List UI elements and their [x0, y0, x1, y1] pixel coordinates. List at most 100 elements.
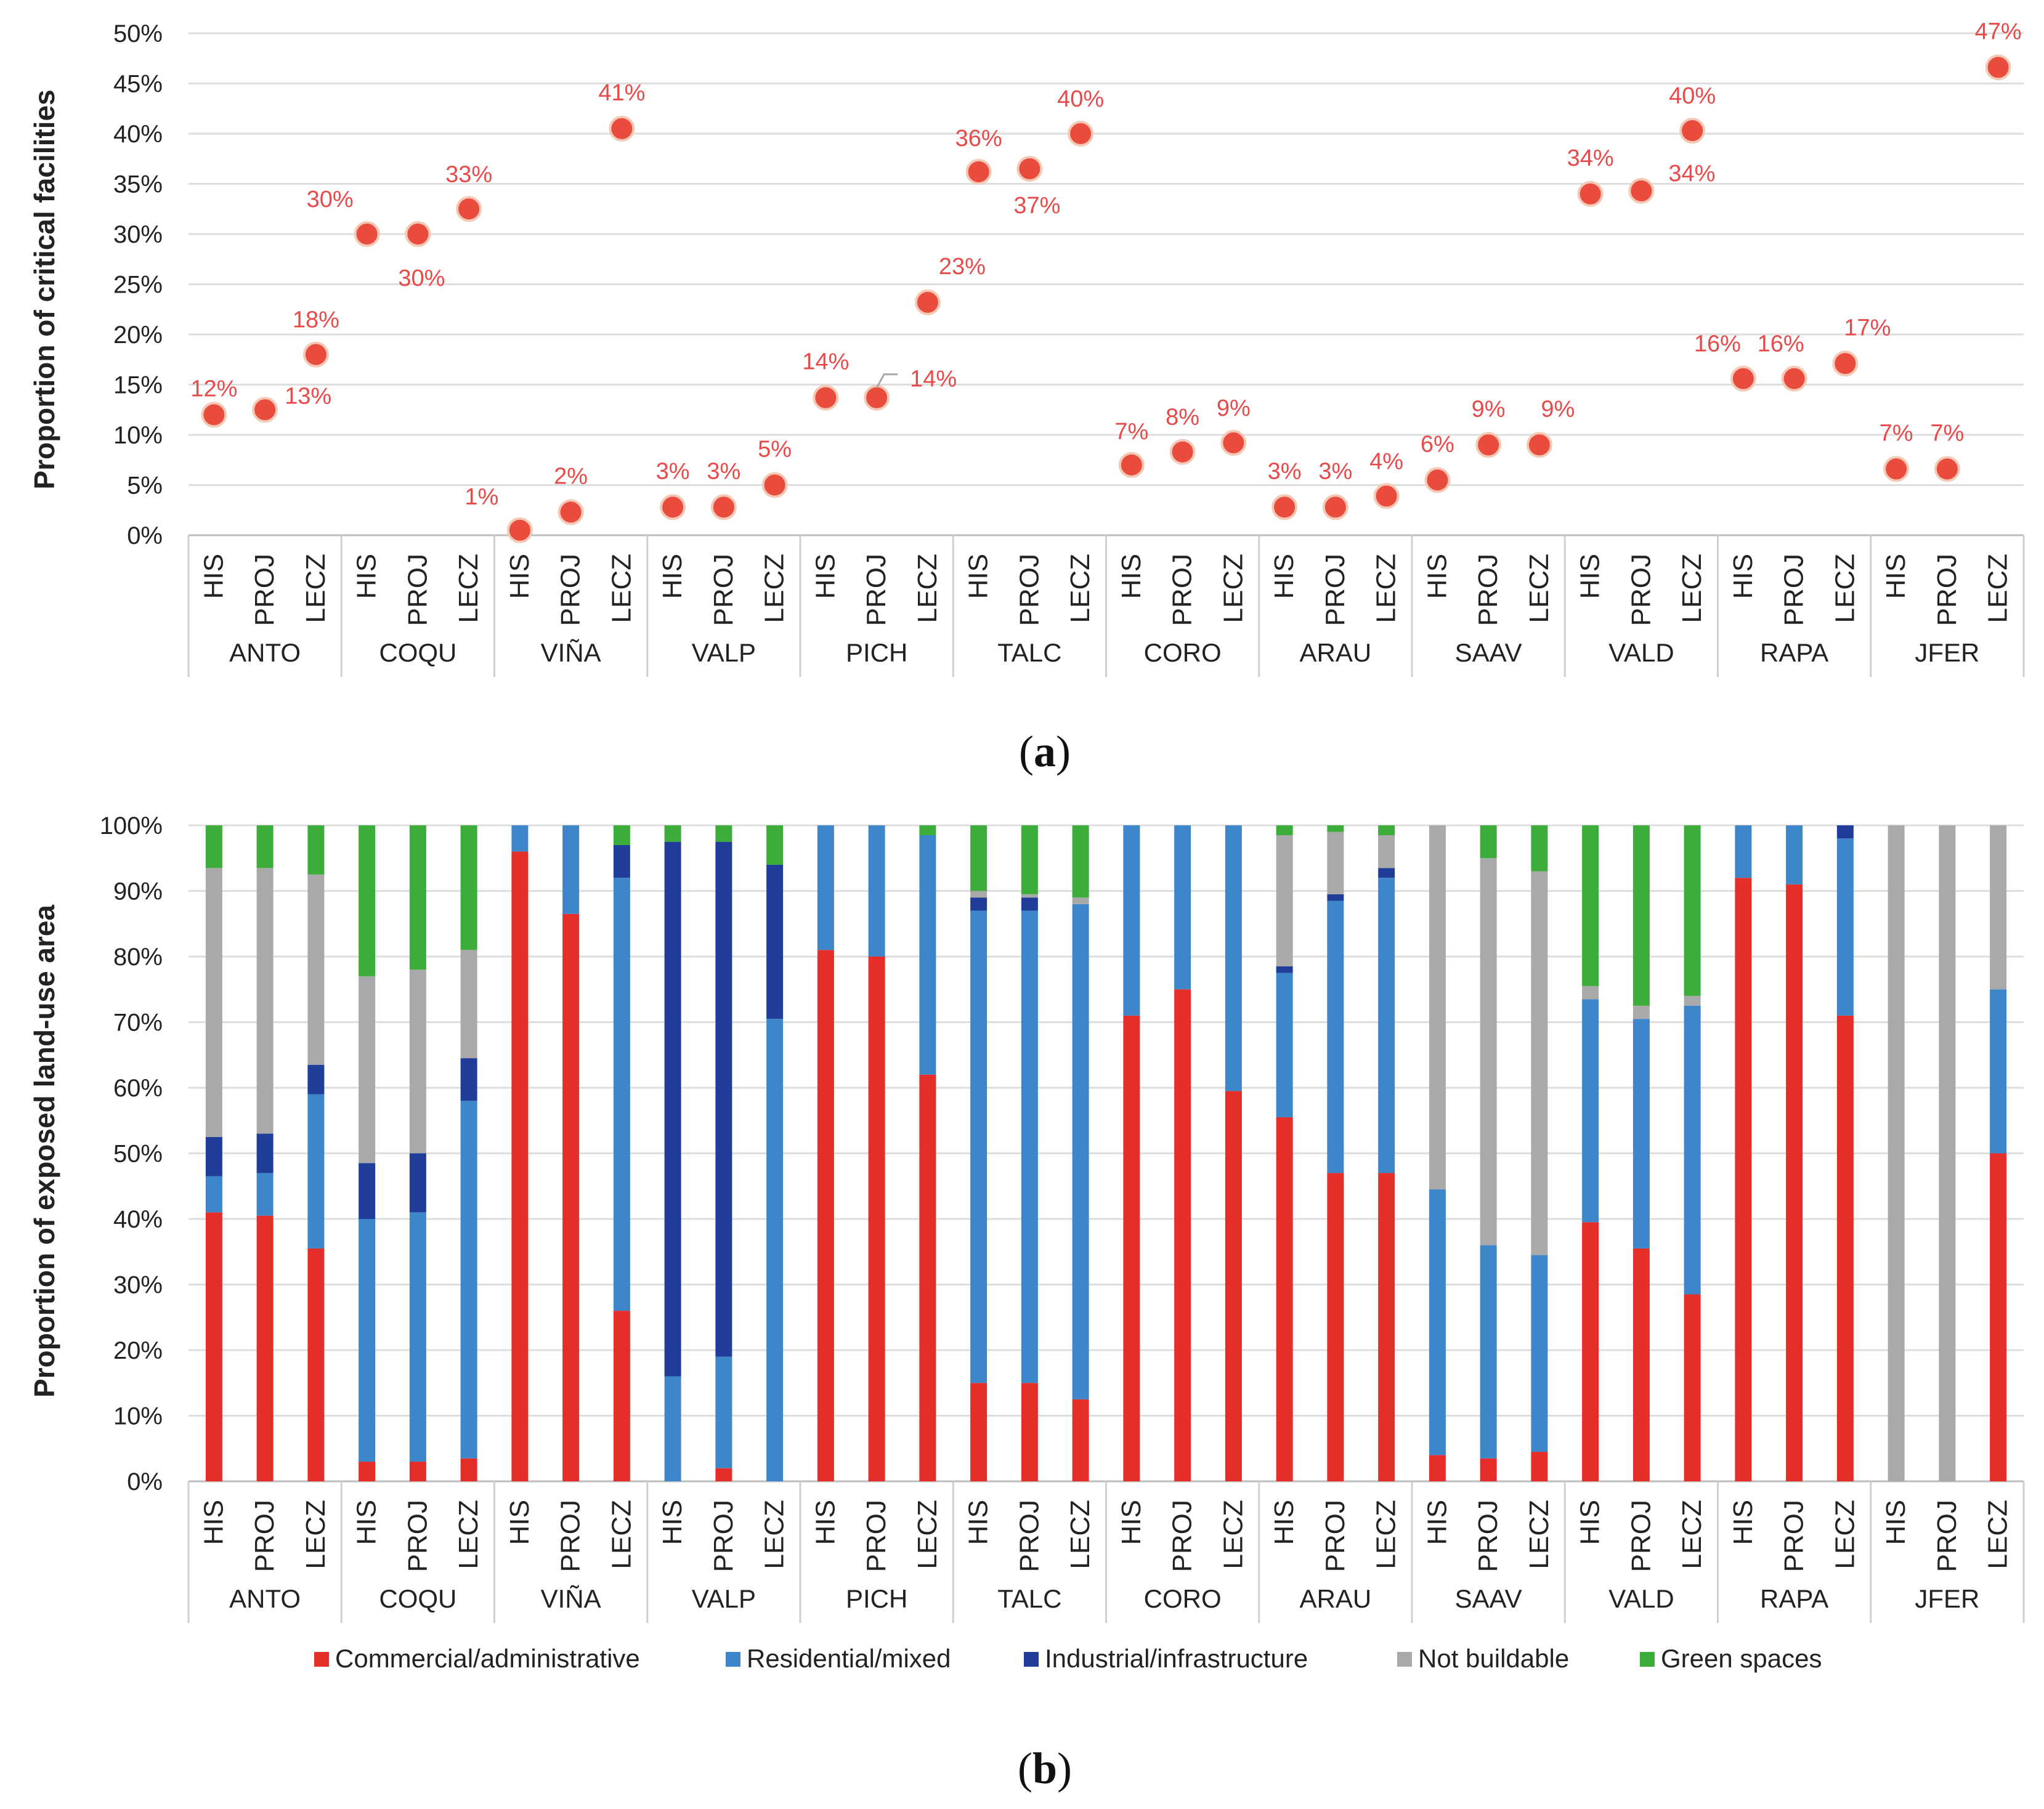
chart-b-bar-segment — [1531, 871, 1548, 1255]
chart-b-bar-segment — [817, 825, 834, 950]
panel-label-a: (a) — [1019, 727, 1071, 776]
chart-b-bar-segment — [1582, 1222, 1599, 1481]
chart-a-point — [660, 494, 686, 520]
chart-a-data-label: 7% — [1114, 419, 1148, 445]
chart-b-bar-segment — [868, 825, 885, 957]
chart-b-bar-segment — [256, 868, 274, 1134]
chart-b-bar-segment — [970, 1383, 988, 1481]
chart-a-group-label: VALP — [692, 638, 756, 667]
chart-b-scenario-label: LECZ — [1524, 1500, 1554, 1569]
chart-b-bar-segment — [1582, 985, 1599, 1000]
chart-b-bar-segment — [1480, 858, 1497, 1245]
chart-b-scenario-label: HIS — [1728, 1500, 1758, 1545]
chart-b-bar-segment — [1990, 1153, 2007, 1481]
chart-b-legend-label: Commercial/administrative — [335, 1644, 640, 1673]
chart-b-bar-segment — [460, 950, 477, 1059]
chart-b-bar-segment — [715, 1468, 732, 1481]
chart-a-data-label: 8% — [1166, 405, 1199, 431]
chart-b-ytick: 30% — [113, 1272, 163, 1299]
chart-b-bar-segment — [970, 825, 988, 891]
chart-b-bar-segment — [1123, 1015, 1140, 1481]
chart-b-legend-label: Industrial/infrastructure — [1045, 1644, 1308, 1673]
chart-b-land-use: 0% 10% 20% 30% 40% 50% 60% 70% 80% 90% 100% HIS PROJ… — [28, 812, 2025, 1673]
chart-a-group-label: PICH — [846, 638, 907, 667]
chart-a-scenario-label: LECZ — [301, 554, 331, 623]
chart-a-data-label: 3% — [707, 458, 740, 484]
chart-b-ytick: 10% — [113, 1403, 163, 1430]
chart-a-point — [1068, 121, 1094, 147]
chart-a-data-label: 33% — [445, 161, 492, 187]
chart-a-point — [1934, 456, 1960, 482]
chart-b-group-label: VALP — [692, 1584, 756, 1613]
chart-a-scenario-label: LECZ — [1983, 554, 2013, 623]
chart-a-data-label: 17% — [1844, 315, 1891, 341]
chart-a-group-label: JFER — [1915, 638, 1979, 667]
chart-a-scenario-label: LECZ — [1524, 554, 1554, 623]
chart-b-bar-segment — [613, 1311, 630, 1481]
chart-b-bar-segment — [613, 878, 630, 1311]
chart-b-bar-segment — [1429, 825, 1446, 1190]
chart-b-bar-segment — [1276, 1117, 1293, 1481]
chart-b-group-label: COQU — [379, 1584, 456, 1613]
chart-b-bar-segment — [1378, 835, 1395, 868]
chart-a-scenario-label: PROJ — [402, 554, 432, 626]
chart-b-bar-segment — [1531, 1452, 1548, 1481]
chart-b-scenario-label: LECZ — [1218, 1500, 1248, 1569]
chart-a-scenario-label: HIS — [1116, 554, 1146, 599]
chart-a-scenario-label: LECZ — [1218, 554, 1248, 623]
chart-b-ytick: 50% — [113, 1141, 163, 1168]
chart-a-scenario-label: LECZ — [1830, 554, 1860, 623]
chart-a-data-label: 9% — [1472, 396, 1506, 422]
chart-a-data-label: 16% — [1758, 331, 1804, 357]
chart-a-data-label: 3% — [1268, 458, 1302, 484]
chart-b-bar-segment — [460, 825, 477, 950]
chart-b-scenario-label: HIS — [1422, 1500, 1452, 1545]
chart-a-scenario-label: HIS — [1422, 554, 1452, 599]
chart-b-bar-segment — [409, 1153, 426, 1213]
chart-a-point — [1016, 156, 1043, 182]
chart-a-point — [965, 158, 992, 185]
chart-a-data-label: 47% — [1975, 18, 2022, 44]
chart-b-scenario-label: PROJ — [1014, 1500, 1044, 1572]
chart-a-scenario-label: HIS — [963, 554, 994, 599]
chart-a-group-label: TALC — [997, 638, 1061, 667]
chart-b-bar-segment — [766, 864, 784, 1019]
chart-a-point — [1781, 365, 1807, 392]
chart-a-scenario-label: PROJ — [708, 554, 739, 626]
chart-a-point — [456, 196, 482, 222]
chart-b-bar-segment — [205, 868, 222, 1137]
chart-b-bar-segment — [1327, 894, 1344, 901]
chart-a-scenario-label: LECZ — [1065, 554, 1095, 623]
chart-b-bar-segment — [715, 825, 732, 842]
chart-b-scenario-label: HIS — [1575, 1500, 1605, 1545]
chart-b-bar-segment — [919, 1074, 936, 1481]
chart-b-bar-segment — [359, 1462, 376, 1481]
chart-b-bar-segment — [1327, 825, 1344, 832]
chart-a-data-label: 6% — [1421, 431, 1454, 457]
chart-a-data-label: 30% — [307, 187, 354, 212]
chart-b-bar-segment — [1684, 1294, 1701, 1481]
chart-b-bar-segment — [1072, 904, 1089, 1399]
chart-b-group-label: PICH — [846, 1584, 907, 1613]
chart-a-point — [761, 472, 788, 498]
chart-b-scenario-label: LECZ — [1830, 1500, 1860, 1569]
chart-a-scenario-label: PROJ — [861, 554, 891, 626]
chart-b-group-label: CORO — [1144, 1584, 1222, 1613]
chart-b-group-label: ARAU — [1300, 1584, 1372, 1613]
chart-b-bar-segment — [1378, 878, 1395, 1173]
chart-a-scenario-label: HIS — [657, 554, 687, 599]
chart-b-bar-segment — [205, 1136, 222, 1176]
chart-a-ytick: 35% — [113, 171, 163, 198]
chart-b-bar-segment — [1888, 825, 1905, 1481]
chart-a-point — [302, 341, 329, 368]
chart-a-data-label: 37% — [1013, 193, 1060, 219]
chart-b-bar-segment — [1225, 825, 1242, 1091]
chart-a-ytick: 0% — [127, 522, 163, 549]
chart-a-data-label: 14% — [910, 366, 957, 392]
chart-b-bar-segment — [1021, 1383, 1038, 1481]
chart-b-bar-segment — [205, 1176, 222, 1213]
chart-b-bar-segment — [1632, 825, 1650, 1006]
chart-b-bar-segment — [1072, 1399, 1089, 1481]
chart-a-scenario-label: LECZ — [453, 554, 484, 623]
chart-b-bar-segment — [256, 825, 274, 868]
